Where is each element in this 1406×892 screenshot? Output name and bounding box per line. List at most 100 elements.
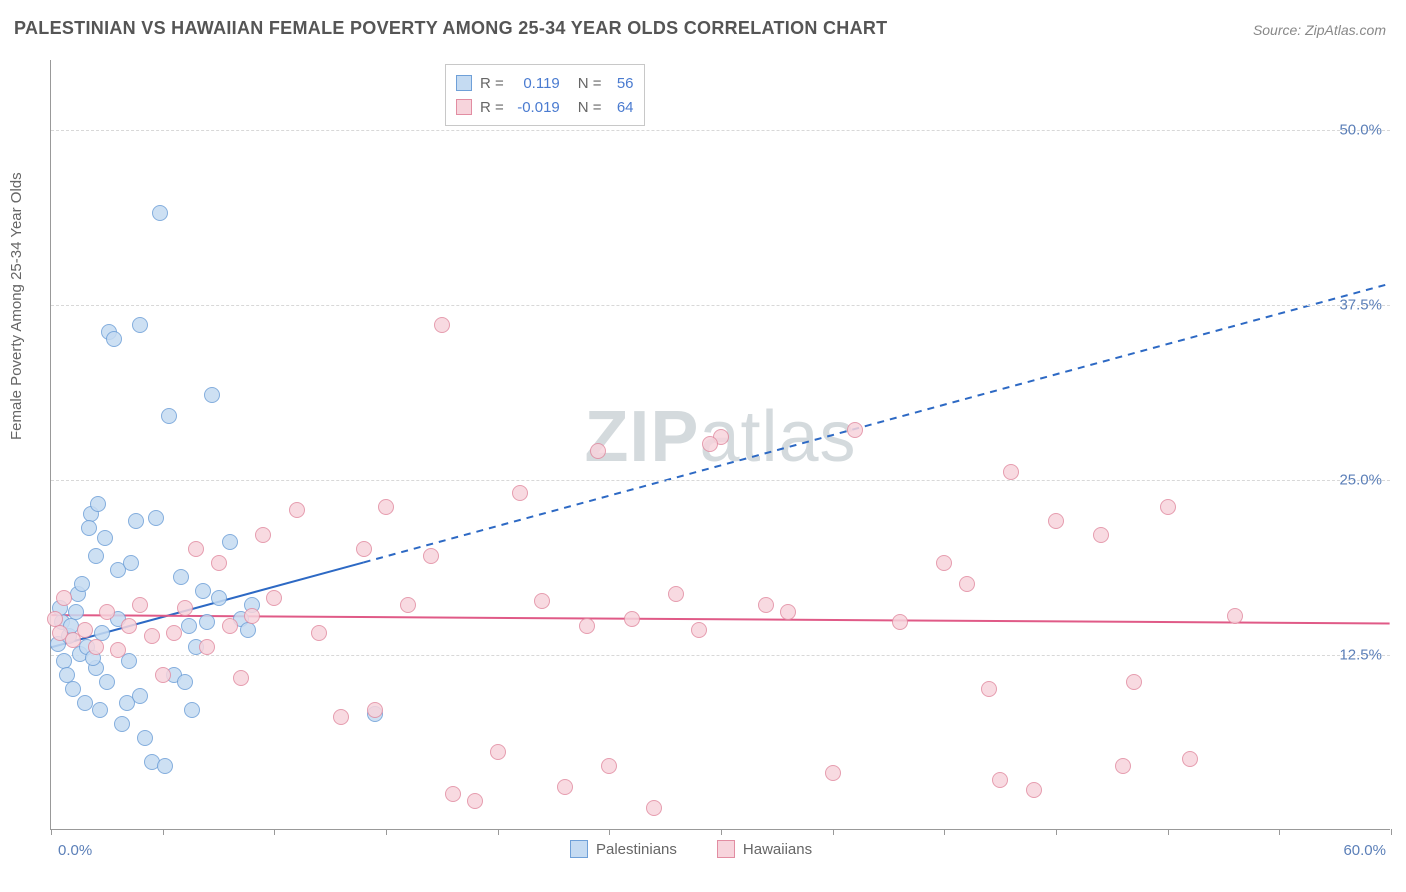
data-point	[255, 527, 271, 543]
data-point	[601, 758, 617, 774]
data-point	[1160, 499, 1176, 515]
swatch-icon	[717, 840, 735, 858]
data-point	[92, 702, 108, 718]
swatch-icon	[456, 75, 472, 91]
data-point	[936, 555, 952, 571]
data-point	[204, 387, 220, 403]
data-point	[199, 639, 215, 655]
data-point	[128, 513, 144, 529]
y-tick-label: 50.0%	[1339, 122, 1382, 139]
x-tick	[944, 829, 945, 835]
chart-title: PALESTINIAN VS HAWAIIAN FEMALE POVERTY A…	[14, 18, 887, 39]
data-point	[367, 702, 383, 718]
data-point	[97, 530, 113, 546]
data-point	[691, 622, 707, 638]
data-point	[400, 597, 416, 613]
legend-label: Palestinians	[596, 841, 677, 858]
x-tick	[498, 829, 499, 835]
data-point	[1093, 527, 1109, 543]
data-point	[90, 496, 106, 512]
data-point	[579, 618, 595, 634]
data-point	[195, 583, 211, 599]
data-point	[512, 485, 528, 501]
data-point	[1026, 782, 1042, 798]
data-point	[702, 436, 718, 452]
data-point	[132, 597, 148, 613]
data-point	[173, 569, 189, 585]
data-point	[74, 576, 90, 592]
data-point	[534, 593, 550, 609]
data-point	[114, 716, 130, 732]
x-tick	[833, 829, 834, 835]
data-point	[155, 667, 171, 683]
data-point	[99, 604, 115, 620]
data-point	[65, 681, 81, 697]
scatter-plot-area: ZIPatlas 12.5%25.0%37.5%50.0%	[50, 60, 1390, 830]
r-value: -0.019	[512, 99, 560, 116]
data-point	[177, 674, 193, 690]
x-tick	[1391, 829, 1392, 835]
data-point	[137, 730, 153, 746]
data-point	[992, 772, 1008, 788]
data-point	[199, 614, 215, 630]
data-point	[81, 520, 97, 536]
data-point	[157, 758, 173, 774]
data-point	[211, 590, 227, 606]
data-point	[184, 702, 200, 718]
data-point	[1126, 674, 1142, 690]
data-point	[1182, 751, 1198, 767]
gridline	[51, 655, 1390, 656]
data-point	[152, 205, 168, 221]
data-point	[825, 765, 841, 781]
data-point	[132, 317, 148, 333]
legend-item-palestinians: Palestinians	[570, 840, 677, 858]
data-point	[959, 576, 975, 592]
r-label: R =	[480, 99, 504, 116]
data-point	[445, 786, 461, 802]
series-legend: Palestinians Hawaiians	[570, 840, 812, 858]
data-point	[780, 604, 796, 620]
correlation-stats-box: R =0.119N =56R =-0.019N =64	[445, 64, 645, 126]
data-point	[106, 331, 122, 347]
data-point	[88, 548, 104, 564]
x-tick	[274, 829, 275, 835]
data-point	[490, 744, 506, 760]
y-tick-label: 12.5%	[1339, 647, 1382, 664]
data-point	[148, 510, 164, 526]
correlation-row: R = -0.019 N = 64	[456, 95, 634, 119]
y-tick-label: 37.5%	[1339, 297, 1382, 314]
data-point	[110, 642, 126, 658]
gridline	[51, 305, 1390, 306]
swatch-icon	[570, 840, 588, 858]
data-point	[123, 555, 139, 571]
data-point	[467, 793, 483, 809]
data-point	[892, 614, 908, 630]
data-point	[132, 688, 148, 704]
swatch-icon	[456, 99, 472, 115]
data-point	[981, 681, 997, 697]
n-value: 64	[610, 99, 634, 116]
x-tick	[386, 829, 387, 835]
x-axis-min-label: 0.0%	[58, 842, 92, 859]
r-label: R =	[480, 75, 504, 92]
data-point	[166, 625, 182, 641]
legend-item-hawaiians: Hawaiians	[717, 840, 812, 858]
data-point	[222, 618, 238, 634]
data-point	[668, 586, 684, 602]
data-point	[758, 597, 774, 613]
data-point	[356, 541, 372, 557]
data-point	[590, 443, 606, 459]
data-point	[311, 625, 327, 641]
data-point	[222, 534, 238, 550]
y-tick-label: 25.0%	[1339, 472, 1382, 489]
gridline	[51, 130, 1390, 131]
data-point	[244, 608, 260, 624]
data-point	[188, 541, 204, 557]
data-point	[181, 618, 197, 634]
data-point	[557, 779, 573, 795]
data-point	[646, 800, 662, 816]
x-tick	[721, 829, 722, 835]
n-label: N =	[578, 75, 602, 92]
y-axis-label: Female Poverty Among 25-34 Year Olds	[8, 172, 25, 440]
n-label: N =	[578, 99, 602, 116]
